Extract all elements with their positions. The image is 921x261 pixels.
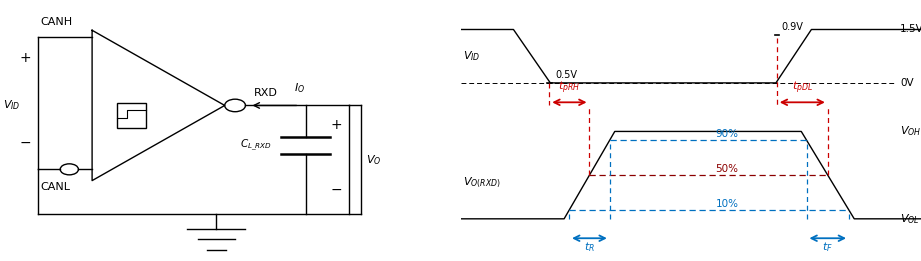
Text: 50%: 50% xyxy=(716,164,739,174)
Text: $t_{pDL}$: $t_{pDL}$ xyxy=(792,80,813,96)
Text: CANL: CANL xyxy=(41,182,70,192)
Text: $t_F$: $t_F$ xyxy=(822,241,834,254)
Text: 0.9V: 0.9V xyxy=(781,22,803,32)
Text: +: + xyxy=(20,51,31,66)
Text: $C_{L\_RXD}$: $C_{L\_RXD}$ xyxy=(240,138,273,153)
Bar xyxy=(117,103,146,128)
Text: $V_{OH}$: $V_{OH}$ xyxy=(901,124,921,138)
Text: $V_{ID}$: $V_{ID}$ xyxy=(462,49,481,63)
Text: 0V: 0V xyxy=(901,78,914,88)
Text: $V_O$: $V_O$ xyxy=(366,153,381,167)
Text: $V_{OL}$: $V_{OL}$ xyxy=(901,212,920,226)
Text: −: − xyxy=(331,182,343,196)
Text: CANH: CANH xyxy=(41,16,73,27)
Text: 90%: 90% xyxy=(715,129,738,139)
Text: −: − xyxy=(20,135,31,149)
Text: 10%: 10% xyxy=(716,199,739,209)
Text: $t_R$: $t_R$ xyxy=(584,241,595,254)
Text: $V_{O(RXD)}$: $V_{O(RXD)}$ xyxy=(462,175,501,189)
Text: $I_O$: $I_O$ xyxy=(294,81,305,95)
Text: RXD: RXD xyxy=(254,88,277,98)
Text: $t_{pRH}$: $t_{pRH}$ xyxy=(558,80,580,96)
Text: 1.5V: 1.5V xyxy=(901,25,921,34)
Text: 0.5V: 0.5V xyxy=(554,70,577,80)
Text: +: + xyxy=(331,118,343,133)
Text: $V_{ID}$: $V_{ID}$ xyxy=(3,99,20,112)
